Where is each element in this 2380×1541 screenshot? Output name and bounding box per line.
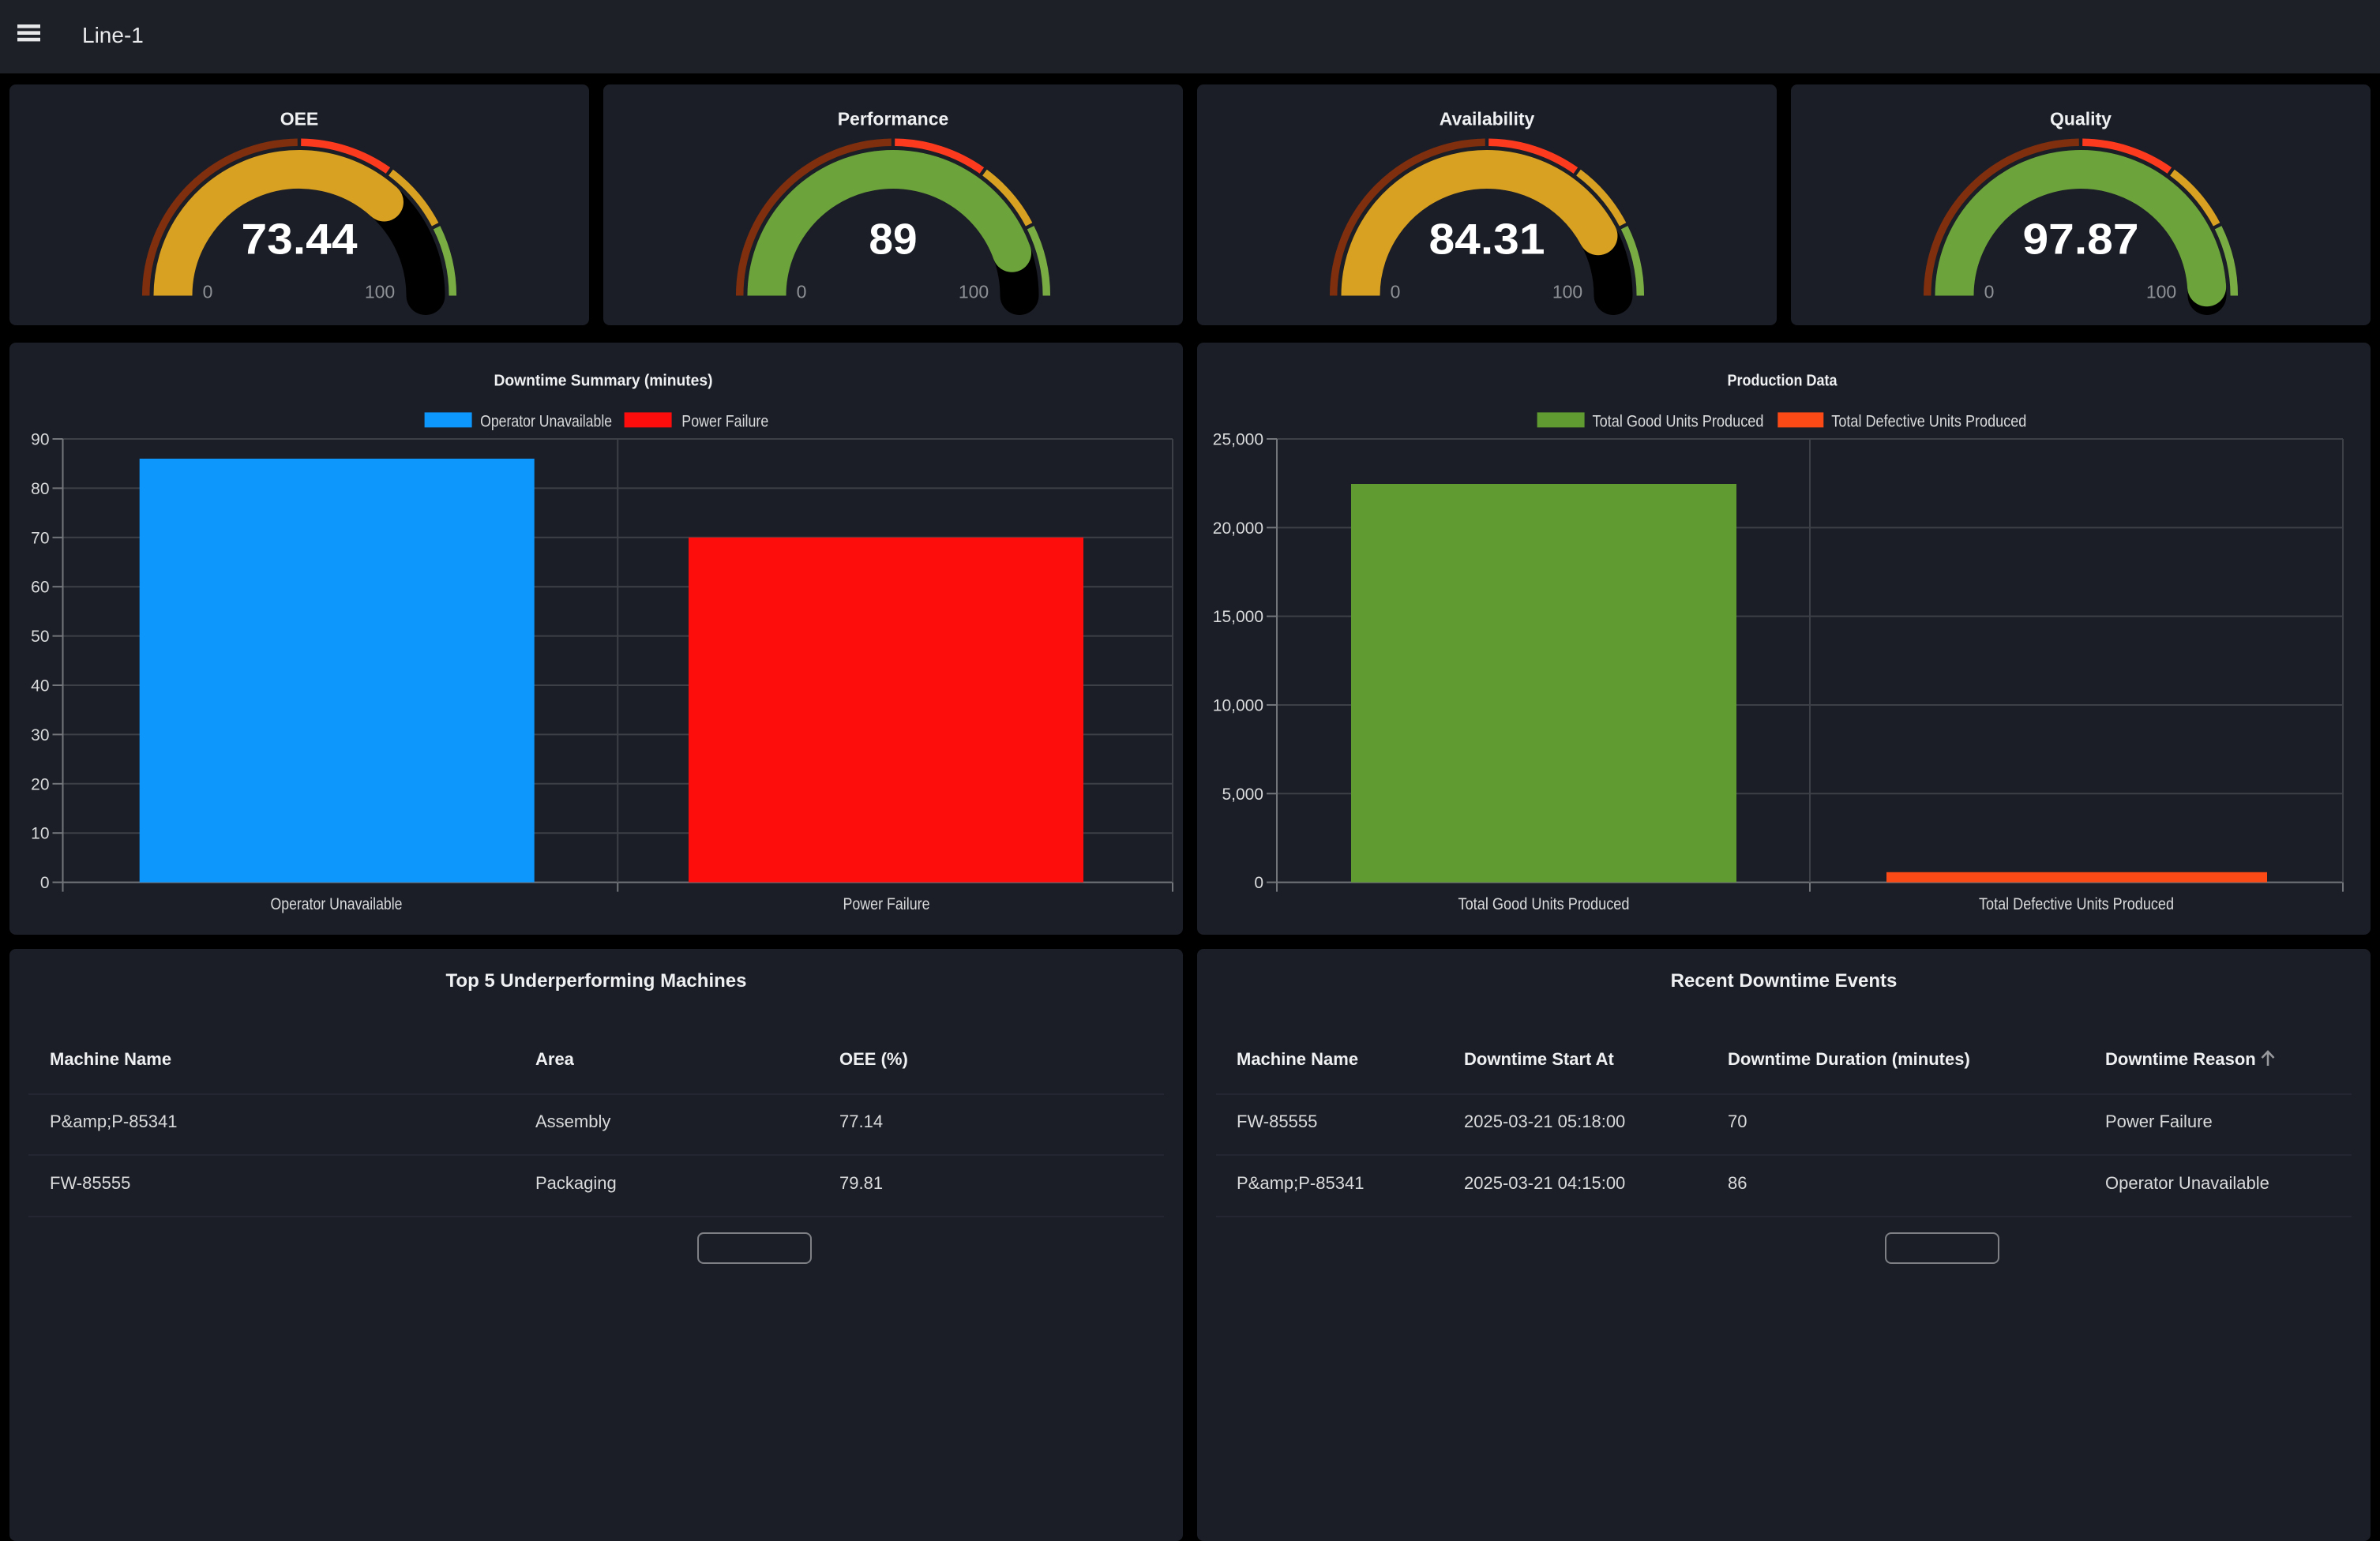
svg-text:100: 100 [1552,282,1582,302]
svg-text:Total Defective Units Produced: Total Defective Units Produced [1979,895,2174,913]
svg-text:Total Good Units Produced: Total Good Units Produced [1458,895,1630,913]
svg-text:Operator Unavailable: Operator Unavailable [271,895,403,913]
svg-text:0: 0 [1254,874,1263,892]
svg-text:40: 40 [31,677,49,696]
svg-text:Downtime Summary (minutes): Downtime Summary (minutes) [494,373,713,390]
svg-text:0: 0 [1391,282,1401,302]
svg-text:60: 60 [31,579,49,597]
svg-text:0: 0 [797,282,807,302]
svg-text:84.31: 84.31 [1429,215,1545,264]
svg-text:0: 0 [1984,282,1995,302]
svg-text:30: 30 [31,726,49,744]
svg-text:Operator Unavailable: Operator Unavailable [480,413,612,431]
svg-text:0: 0 [40,874,50,892]
svg-text:10,000: 10,000 [1213,696,1263,714]
svg-text:73.44: 73.44 [242,215,358,264]
svg-text:Power Failure: Power Failure [681,413,768,431]
svg-text:25,000: 25,000 [1213,431,1263,449]
svg-text:5,000: 5,000 [1222,785,1263,804]
svg-text:Performance: Performance [838,109,949,129]
svg-text:20,000: 20,000 [1213,519,1263,538]
svg-text:20: 20 [31,775,49,793]
svg-text:Production Data: Production Data [1728,373,1838,390]
svg-text:OEE: OEE [280,109,319,129]
svg-text:Quality: Quality [2050,109,2112,129]
svg-text:Total Good Units Produced: Total Good Units Produced [1593,413,1764,431]
svg-text:50: 50 [31,628,49,646]
svg-text:89: 89 [869,215,917,264]
svg-text:100: 100 [2146,282,2176,302]
svg-text:90: 90 [31,431,49,449]
svg-text:10: 10 [31,825,49,843]
svg-text:Total Defective Units Produced: Total Defective Units Produced [1831,413,2026,431]
svg-text:80: 80 [31,480,49,498]
svg-text:100: 100 [959,282,989,302]
svg-text:15,000: 15,000 [1213,608,1263,626]
svg-text:Power Failure: Power Failure [843,895,930,913]
svg-text:100: 100 [365,282,395,302]
svg-text:Availability: Availability [1440,109,1535,129]
svg-text:97.87: 97.87 [2023,215,2139,264]
svg-text:0: 0 [203,282,213,302]
svg-text:70: 70 [31,529,49,547]
